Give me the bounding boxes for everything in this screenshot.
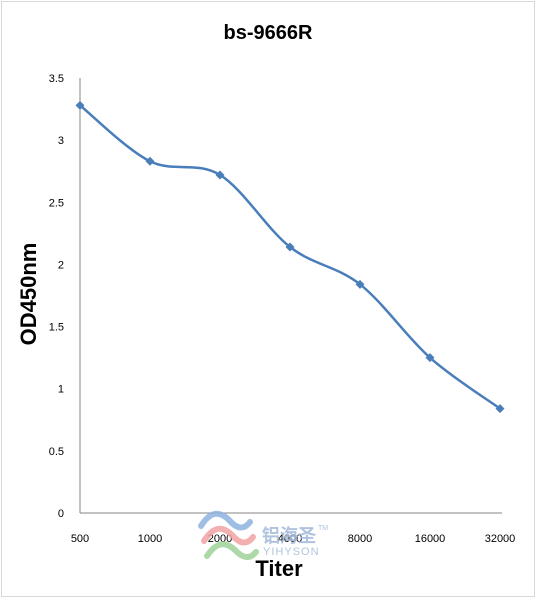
watermark-cn: 铝海圣 [262, 525, 317, 547]
y-tick-label: 1.5 [49, 322, 64, 334]
data-point-marker [495, 404, 505, 414]
x-tick-label: 1000 [138, 533, 162, 545]
series-markers [75, 100, 505, 414]
y-tick-label: 0.5 [49, 446, 64, 458]
y-axis-ticks: 0 0.5 1 1.5 2 2.5 3 3.5 [49, 73, 64, 520]
x-tick-label: 4000 [278, 533, 302, 545]
y-tick-label: 2.5 [49, 197, 64, 209]
x-tick-label: 8000 [348, 533, 372, 545]
x-tick-label: 16000 [415, 533, 446, 545]
x-tick-label: 32000 [485, 533, 516, 545]
y-tick-label: 2 [58, 259, 64, 271]
wave-logo-icon [198, 510, 259, 560]
series-line [79, 104, 501, 410]
data-point-marker [355, 279, 365, 289]
watermark-tm: TM [318, 525, 328, 532]
x-tick-label: 500 [71, 533, 89, 545]
y-tick-label: 3 [58, 135, 64, 147]
x-axis-ticks: 500 1000 2000 4000 8000 16000 32000 [71, 533, 515, 545]
y-axis-title: OD450nm [16, 243, 41, 346]
data-point-marker [75, 100, 85, 110]
y-tick-label: 1 [58, 384, 64, 396]
y-tick-label: 3.5 [49, 73, 64, 85]
data-point-marker [285, 242, 295, 252]
y-tick-label: 0 [58, 508, 64, 520]
data-point-marker [215, 170, 225, 180]
data-point-marker [145, 156, 155, 166]
data-point-marker [425, 353, 435, 363]
watermark-logo: 铝海圣 TM YIHYSON [198, 510, 328, 560]
watermark-en: YIHYSON [263, 546, 320, 558]
x-axis-title: Titer [255, 556, 303, 581]
chart-title: bs-9666R [224, 22, 313, 44]
